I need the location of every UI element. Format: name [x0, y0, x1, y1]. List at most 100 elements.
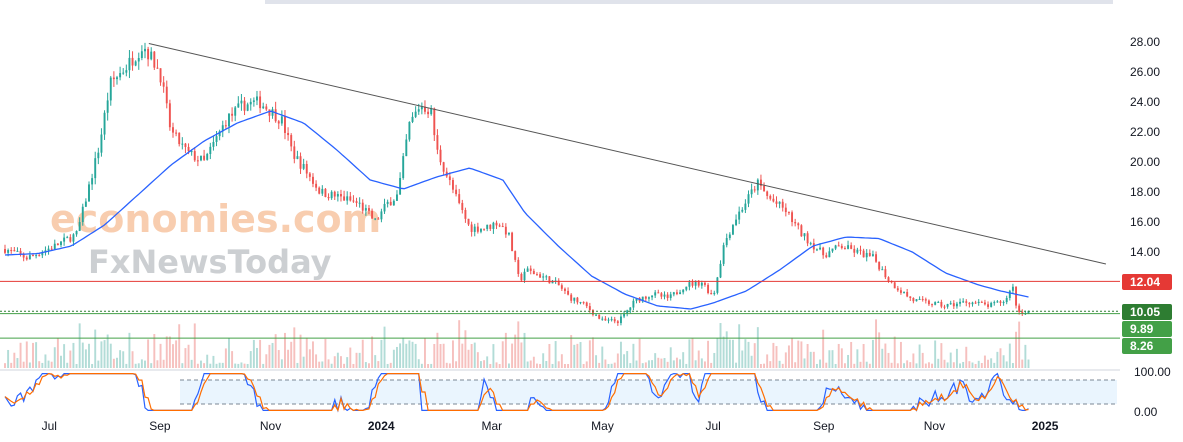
- price-tag-label: 10.05: [1130, 305, 1160, 319]
- volume-bar: [206, 354, 209, 368]
- candle-body: [669, 294, 672, 298]
- candle-body: [514, 251, 517, 260]
- candle-body: [647, 297, 650, 299]
- volume-bar: [25, 341, 28, 368]
- volume-bar: [246, 363, 249, 368]
- x-tick-label: 2025: [1032, 419, 1059, 433]
- volume-bar: [252, 339, 255, 368]
- volume-bar: [452, 340, 454, 368]
- candle-body: [557, 280, 560, 286]
- volume-bar: [716, 338, 719, 368]
- volume-bar: [610, 363, 613, 368]
- volume-bar: [707, 340, 710, 368]
- candle-body: [405, 139, 408, 157]
- candle-body: [912, 298, 915, 302]
- volume-bar: [875, 319, 878, 368]
- candle-body: [19, 250, 22, 254]
- candle-body: [442, 162, 445, 172]
- price-tag-12.04: [1122, 274, 1172, 290]
- volume-bar: [97, 360, 100, 368]
- oscillator-tick-label: 0.00: [1134, 405, 1158, 419]
- candle-body: [399, 178, 402, 195]
- candle-body: [402, 156, 405, 179]
- volume-bar: [616, 353, 619, 368]
- candle-body: [172, 127, 174, 133]
- volume-bar: [224, 348, 227, 368]
- candle-body: [893, 282, 896, 289]
- volume-bar: [302, 356, 305, 368]
- candle-body: [511, 232, 514, 252]
- candle-body: [237, 103, 240, 108]
- volume-bar: [722, 336, 725, 368]
- candle-body: [112, 77, 115, 80]
- volume-bar: [520, 342, 523, 368]
- volume-bar: [526, 361, 529, 368]
- candle-body: [682, 289, 685, 293]
- candle-body: [318, 187, 321, 194]
- volume-bar: [812, 351, 815, 368]
- candle-body: [1011, 286, 1014, 291]
- candle-body: [343, 196, 346, 201]
- volume-bar: [850, 341, 853, 368]
- candle-body: [296, 156, 299, 159]
- volume-bar: [968, 361, 971, 368]
- volume-bar: [380, 339, 383, 368]
- volume-bar: [1011, 363, 1014, 368]
- candle-body: [97, 152, 100, 159]
- top-scroll-bar[interactable]: [265, 0, 1113, 4]
- volume-bar: [112, 358, 115, 368]
- volume-bar: [778, 360, 781, 368]
- candle-body: [324, 188, 327, 197]
- volume-bar: [924, 363, 927, 368]
- volume-bar: [781, 363, 784, 368]
- candle-body: [94, 158, 97, 179]
- candle-body: [13, 250, 16, 252]
- candle-body: [7, 250, 10, 253]
- volume-bar: [144, 360, 146, 368]
- watermark-fxnewstoday: FxNewsToday: [88, 243, 332, 281]
- volume-bar: [657, 357, 660, 368]
- candle-body: [856, 249, 859, 253]
- volume-bar: [28, 362, 31, 368]
- candle-body: [688, 282, 691, 287]
- candle-body: [72, 234, 75, 242]
- volume-bar: [803, 358, 806, 368]
- candle-body: [719, 263, 722, 278]
- x-tick-label: May: [591, 419, 614, 433]
- candle-body: [364, 208, 367, 211]
- candle-body: [563, 288, 566, 291]
- candle-body: [433, 108, 436, 136]
- candle-body: [498, 225, 501, 227]
- candle-body: [327, 196, 330, 199]
- candle-body: [299, 156, 302, 169]
- candle-body: [371, 210, 374, 219]
- candle-body: [10, 250, 13, 252]
- candle-body: [436, 135, 439, 150]
- volume-bar: [427, 363, 430, 368]
- volume-bar: [825, 362, 828, 368]
- volume-bar: [517, 321, 520, 368]
- volume-bar: [128, 332, 131, 368]
- candle-body: [156, 67, 159, 69]
- candle-body: [588, 306, 591, 311]
- volume-bar: [694, 360, 697, 368]
- candle-body: [16, 250, 19, 252]
- volume-bar: [654, 353, 657, 368]
- y-tick-label: 26.00: [1130, 65, 1160, 79]
- volume-bar: [806, 343, 809, 368]
- candle-body: [249, 101, 252, 105]
- candle-body: [455, 189, 458, 195]
- candle-body: [181, 143, 184, 145]
- candle-body: [128, 57, 131, 71]
- candle-body: [937, 301, 940, 303]
- volume-bar: [691, 338, 694, 368]
- candle-body: [212, 141, 215, 147]
- volume-bar: [775, 346, 778, 368]
- volume-bar: [878, 332, 881, 368]
- candle-body: [899, 290, 902, 293]
- candle-body: [231, 113, 234, 116]
- volume-bar: [629, 363, 632, 368]
- volume-bar: [766, 354, 769, 368]
- volume-bar: [539, 363, 542, 368]
